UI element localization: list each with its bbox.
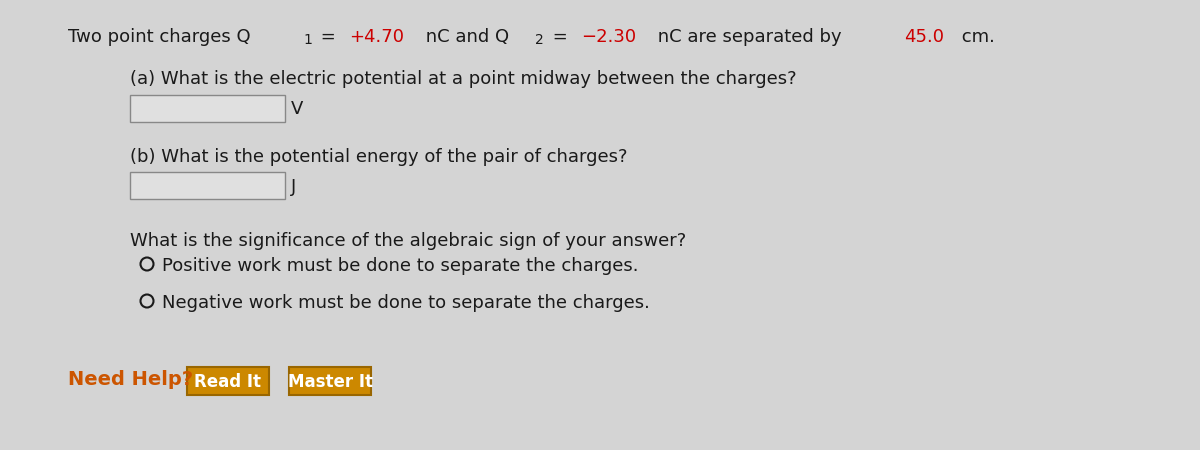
Text: Negative work must be done to separate the charges.: Negative work must be done to separate t… (162, 294, 650, 312)
Text: cm.: cm. (955, 28, 995, 46)
Text: 1: 1 (304, 33, 312, 47)
Text: nC are separated by: nC are separated by (652, 28, 847, 46)
FancyBboxPatch shape (130, 95, 286, 122)
Text: +4.70: +4.70 (349, 28, 404, 46)
Text: =: = (316, 28, 342, 46)
FancyBboxPatch shape (130, 172, 286, 199)
Text: (a) What is the electric potential at a point midway between the charges?: (a) What is the electric potential at a … (130, 70, 797, 88)
FancyBboxPatch shape (187, 367, 269, 395)
Text: nC and Q: nC and Q (420, 28, 509, 46)
Text: =: = (546, 28, 574, 46)
Text: −2.30: −2.30 (581, 28, 636, 46)
Text: 45.0: 45.0 (904, 28, 944, 46)
Text: Need Help?: Need Help? (68, 370, 193, 389)
Text: (b) What is the potential energy of the pair of charges?: (b) What is the potential energy of the … (130, 148, 628, 166)
Text: What is the significance of the algebraic sign of your answer?: What is the significance of the algebrai… (130, 232, 686, 250)
Text: 2: 2 (535, 33, 544, 47)
Text: J: J (292, 177, 296, 195)
FancyBboxPatch shape (289, 367, 371, 395)
Text: Master It: Master It (288, 373, 372, 391)
Text: Read It: Read It (194, 373, 262, 391)
Text: Positive work must be done to separate the charges.: Positive work must be done to separate t… (162, 257, 638, 275)
Text: V: V (292, 100, 304, 118)
Text: Two point charges Q: Two point charges Q (68, 28, 251, 46)
